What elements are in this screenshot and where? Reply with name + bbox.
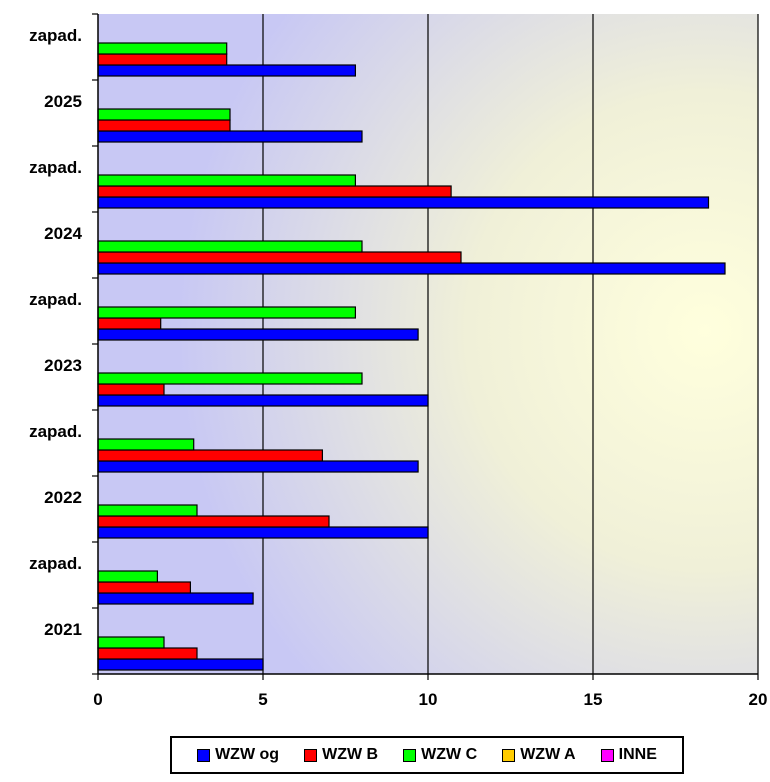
axes (92, 13, 759, 680)
bars (97, 42, 726, 671)
bar (97, 592, 254, 605)
bar (97, 438, 195, 451)
x-tick-label: 0 (93, 690, 102, 709)
bar (97, 262, 726, 275)
bar (97, 119, 231, 132)
bar (97, 515, 330, 528)
x-tick-label: 20 (749, 690, 768, 709)
bar (97, 53, 228, 66)
bar (97, 394, 429, 407)
legend-swatch (600, 748, 614, 762)
bar (97, 581, 192, 594)
y-tick-label: 2021 (44, 620, 82, 639)
bar (97, 328, 419, 341)
y-tick-label: 2024 (44, 224, 82, 243)
legend: WZW og WZW B WZW C WZW A INNE (170, 736, 684, 774)
bar (97, 570, 159, 583)
y-tick-label: zapad. (29, 554, 82, 573)
bar (97, 636, 165, 649)
bar-chart-svg: 0 5 10 15 20 2021 zapad. 2022 zapad. 2023 zapad. 20… (29, 13, 767, 709)
legend-swatch (502, 748, 516, 762)
bar (97, 185, 452, 198)
y-tick-label: zapad. (29, 158, 82, 177)
x-tick-label: 5 (258, 690, 267, 709)
y-tick-label: zapad. (29, 26, 82, 45)
bar (97, 174, 356, 187)
y-tick-label: zapad. (29, 422, 82, 441)
bar (97, 372, 363, 385)
bar (97, 64, 356, 77)
legend-label: WZW B (322, 746, 379, 763)
legend-item: INNE (600, 746, 657, 764)
legend-item: WZW B (304, 746, 378, 764)
grid-lines (262, 14, 759, 674)
y-tick-label: 2025 (44, 92, 82, 111)
bar (97, 383, 165, 396)
y-tick-label: 2023 (44, 356, 82, 375)
bar (97, 317, 162, 330)
legend-label: WZW og (215, 746, 280, 763)
legend-item: WZW C (403, 746, 477, 764)
legend-label: INNE (618, 746, 657, 763)
legend-swatch (197, 748, 211, 762)
bar (97, 460, 419, 473)
bar (97, 526, 429, 539)
x-tick-label: 15 (584, 690, 603, 709)
legend-item: WZW A (502, 746, 576, 764)
bar (97, 130, 363, 143)
bar (97, 196, 710, 209)
bar (97, 306, 356, 319)
bar (97, 240, 363, 253)
x-tick-label: 10 (419, 690, 438, 709)
legend-label: WZW C (421, 746, 478, 763)
bar (97, 108, 231, 121)
legend-label: WZW A (520, 746, 576, 763)
axis-labels: 0 5 10 15 20 2021 zapad. 2022 zapad. 2023 zapad. 20… (29, 26, 767, 709)
bar (97, 42, 228, 55)
y-tick-label: 2022 (44, 488, 82, 507)
bar (97, 658, 264, 671)
bar (97, 647, 198, 660)
y-tick-label: zapad. (29, 290, 82, 309)
legend-swatch (304, 748, 318, 762)
bar (97, 449, 323, 462)
bar (97, 504, 198, 517)
legend-swatch (403, 748, 417, 762)
bar (97, 251, 462, 264)
legend-item: WZW og (197, 746, 279, 764)
